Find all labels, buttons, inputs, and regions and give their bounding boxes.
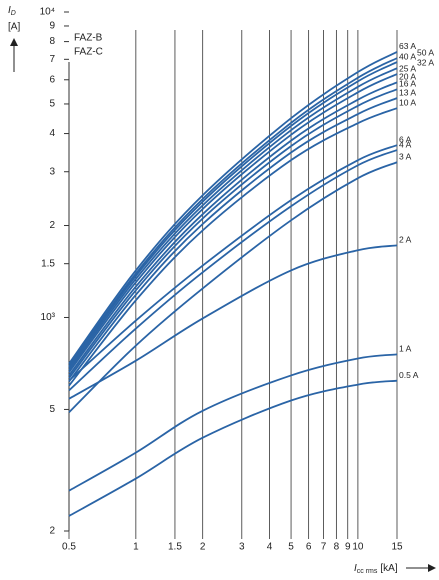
series-label: 50 A	[417, 47, 434, 57]
x-tick-label: 7	[321, 542, 327, 553]
series-line	[68, 97, 398, 383]
y-tick-label: 4	[49, 128, 55, 139]
series-label: 25 A	[399, 63, 416, 73]
y-arrow-head	[10, 38, 18, 46]
x-tick-label: 2	[200, 542, 206, 553]
series-line	[68, 73, 398, 373]
x-label-unit: [kA]	[380, 563, 397, 574]
x-tick-label: 15	[391, 542, 403, 553]
series-label: 40 A	[399, 51, 416, 61]
y-tick-label: 1.5	[41, 258, 55, 269]
series-label: 10 A	[399, 97, 416, 107]
series-label: 16 A	[399, 79, 416, 89]
y-label-subscript: D	[11, 10, 16, 17]
y-tick-label: 3	[49, 166, 55, 177]
y-label-symbol: I	[8, 5, 11, 16]
series-line	[68, 379, 398, 517]
x-tick-label: 9	[345, 542, 351, 553]
x-arrow-head	[428, 564, 436, 572]
series-line	[68, 353, 398, 492]
series-line	[68, 107, 398, 387]
y-tick-label: 10³	[41, 312, 56, 323]
x-tick-label: 10	[352, 542, 364, 553]
y-label-unit: [A]	[8, 22, 20, 33]
x-tick-label: 6	[306, 542, 312, 553]
series-label: 0.5 A	[399, 370, 419, 380]
series-line	[68, 67, 398, 371]
series-line	[68, 244, 398, 400]
series-label: 4 A	[399, 139, 412, 149]
y-tick-label: 9	[49, 21, 55, 32]
series-label: 6 A	[399, 134, 412, 144]
series-label: 2 A	[399, 235, 412, 245]
series-label: 13 A	[399, 87, 416, 97]
y-tick-label: 8	[49, 36, 55, 47]
series-line	[68, 149, 398, 392]
series-label: 3 A	[399, 152, 412, 162]
y-tick-label: 7	[49, 54, 55, 65]
y-tick-label: 5	[49, 404, 55, 415]
series-line	[68, 57, 398, 367]
y-tick-label: 2	[49, 526, 55, 537]
series-line	[68, 51, 398, 365]
y-tick-label: 10⁴	[40, 7, 55, 18]
x-label-subscript: cc rms	[357, 568, 378, 575]
annotation: FAZ-C	[74, 47, 103, 58]
x-tick-label: 1	[133, 542, 139, 553]
series-line	[68, 144, 398, 382]
x-label-symbol: I	[354, 563, 357, 574]
series-line	[68, 88, 398, 379]
x-tick-label: 3	[239, 542, 245, 553]
series-label: 32 A	[417, 57, 434, 67]
series-label: 20 A	[399, 72, 416, 82]
x-label: Icc rms [kA]	[354, 563, 398, 575]
series-label: 1 A	[399, 344, 412, 354]
x-tick-label: 1.5	[168, 542, 182, 553]
y-tick-label: 6	[49, 74, 55, 85]
x-tick-label: 4	[267, 542, 273, 553]
series-line	[68, 81, 398, 376]
x-tick-label: 0.5	[62, 542, 76, 553]
y-label: ID	[8, 5, 16, 17]
series-line	[68, 161, 398, 414]
annotation: FAZ-B	[74, 33, 103, 44]
series-line	[68, 61, 398, 369]
x-tick-label: 5	[288, 542, 294, 553]
y-tick-label: 5	[49, 99, 55, 110]
series-label: 63 A	[399, 41, 416, 51]
x-tick-label: 8	[334, 542, 340, 553]
y-tick-label: 2	[49, 220, 55, 231]
